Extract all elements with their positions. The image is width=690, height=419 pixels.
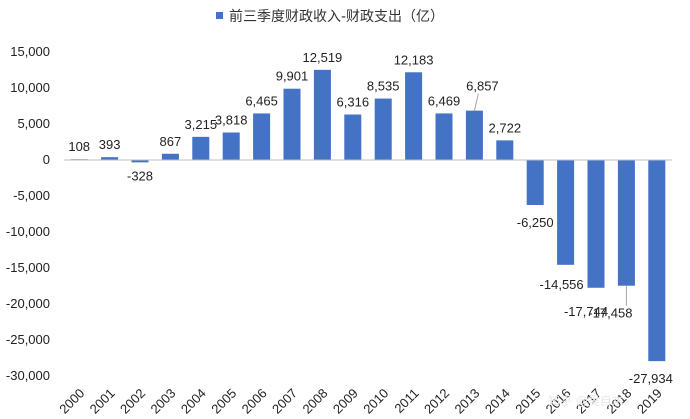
bar-2004	[192, 136, 210, 160]
x-tick-label: 2015	[512, 386, 543, 417]
bar-2017	[587, 160, 605, 288]
x-tick-label: 2002	[117, 386, 148, 417]
bar-2003	[161, 153, 179, 160]
y-tick-label: 15,000	[10, 44, 50, 59]
bar-2013	[465, 110, 483, 160]
y-axis: 15,000 10,000 5,000 0 -5,000 -10,000 -15,000 -2…	[6, 44, 50, 383]
data-label-leader	[473, 93, 479, 111]
y-tick-label: 10,000	[10, 80, 50, 95]
x-tick-label: 2009	[330, 386, 361, 417]
data-label-2015: -6,250	[517, 215, 554, 230]
data-label-2010: 8,535	[367, 79, 400, 94]
watermark-text: 知乎 @吴自求	[548, 394, 624, 408]
data-label-2017: -17,744	[564, 304, 608, 319]
x-tick-label: 2003	[147, 386, 178, 417]
bar-2006	[253, 113, 271, 160]
y-tick-label: -30,000	[6, 368, 50, 383]
bar-2015	[526, 160, 544, 205]
data-label-2002: -328	[127, 168, 153, 183]
data-label-2019: -27,934	[629, 371, 673, 386]
data-label-2001: 393	[99, 137, 121, 152]
data-label-2006: 6,465	[245, 94, 278, 109]
data-label-2008: 12,519	[303, 50, 343, 65]
data-label-2011: 12,183	[394, 52, 434, 67]
data-label-2014: 2,722	[489, 120, 522, 135]
data-label-2009: 6,316	[337, 95, 370, 110]
bar-2008	[313, 69, 331, 160]
bar-2007	[283, 88, 301, 160]
x-tick-label: 2008	[299, 386, 330, 417]
y-tick-label: -20,000	[6, 296, 50, 311]
bar-2016	[557, 160, 575, 265]
bars	[70, 69, 666, 362]
x-tick-label: 2013	[451, 386, 482, 417]
x-tick-label: 2004	[178, 386, 209, 417]
x-tick-label: 2011	[391, 386, 421, 416]
legend-swatch	[216, 12, 223, 19]
bar-2009	[344, 114, 362, 160]
bar-2001	[101, 157, 119, 160]
bar-2012	[435, 113, 453, 160]
y-tick-label: 0	[43, 152, 50, 167]
data-label-2012: 6,469	[428, 93, 461, 108]
data-label-2003: 867	[160, 134, 182, 149]
data-label-2007: 9,901	[276, 69, 309, 84]
bar-2014	[496, 140, 514, 160]
bar-2010	[374, 98, 392, 160]
y-tick-label: -10,000	[6, 224, 50, 239]
x-tick-label: 2014	[482, 386, 513, 417]
x-tick-label: 2005	[208, 386, 239, 417]
x-tick-label: 2006	[239, 386, 270, 417]
data-label-2013: 6,857	[466, 79, 499, 94]
data-label-2000: 108	[68, 139, 90, 154]
x-tick-label: 2007	[269, 386, 300, 417]
data-label-2005: 3,818	[215, 113, 248, 128]
y-tick-label: 5,000	[17, 116, 50, 131]
bar-2002	[131, 160, 149, 163]
bar-2019	[648, 160, 666, 362]
bar-2018	[617, 160, 635, 286]
x-tick-label: 2010	[360, 386, 391, 417]
data-label-2016: -14,556	[540, 277, 584, 292]
legend-label: 前三季度财政收入-财政支出（亿）	[229, 8, 444, 25]
data-label-2018: -17,458	[588, 306, 632, 321]
y-tick-label: -5,000	[13, 188, 50, 203]
y-tick-label: -25,000	[6, 332, 50, 347]
x-tick-label: 2001	[87, 386, 118, 417]
x-tick-label: 2019	[634, 386, 665, 417]
data-label-2004: 3,215	[185, 117, 218, 132]
bar-2011	[405, 72, 423, 160]
bar-2005	[222, 132, 240, 160]
y-tick-label: -15,000	[6, 260, 50, 275]
x-tick-label: 2000	[56, 386, 87, 417]
legend: 前三季度财政收入-财政支出（亿）	[216, 8, 444, 25]
x-tick-label: 2012	[421, 386, 452, 417]
